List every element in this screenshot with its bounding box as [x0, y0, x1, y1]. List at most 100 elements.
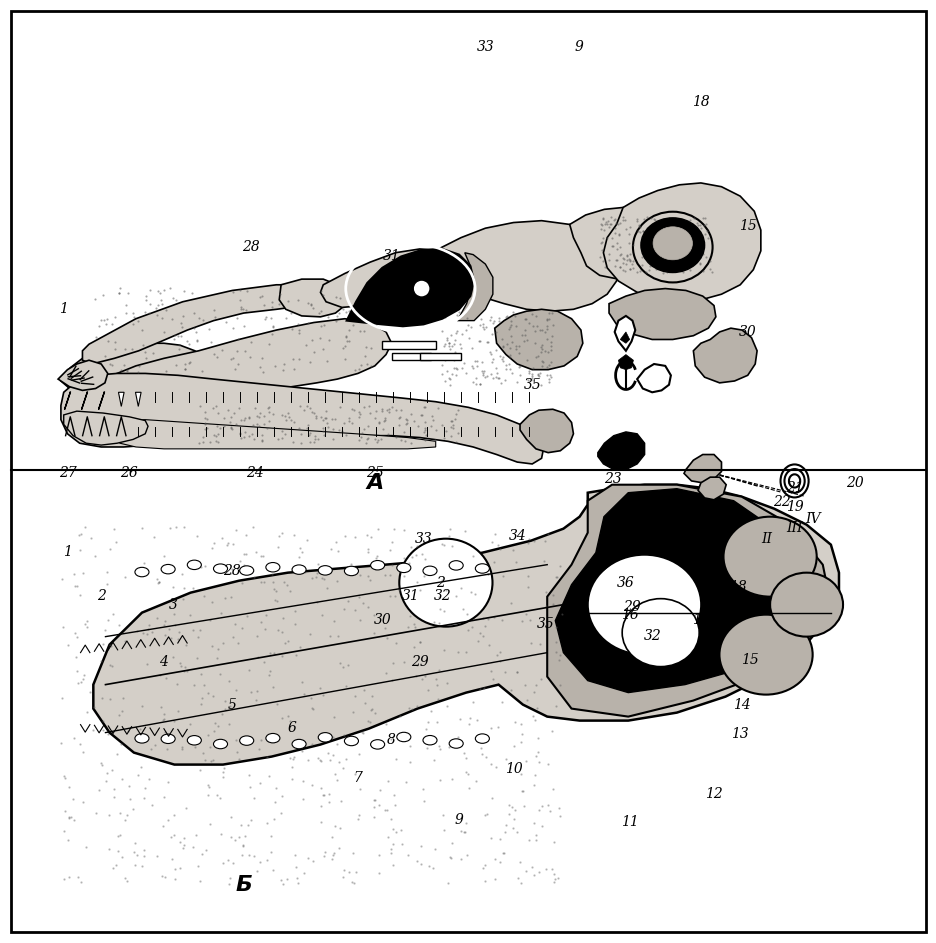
Point: [56, 823, 71, 838]
Point: [501, 806, 516, 821]
Point: [690, 218, 705, 233]
Point: [396, 569, 411, 584]
Point: [635, 257, 650, 273]
Point: [425, 735, 440, 750]
Point: [611, 259, 626, 274]
Point: [423, 703, 438, 719]
Point: [412, 635, 427, 650]
Point: [175, 309, 190, 324]
Point: [504, 800, 519, 815]
Text: 24: 24: [246, 467, 263, 480]
Point: [513, 767, 528, 782]
Point: [685, 232, 700, 247]
Point: [204, 595, 219, 610]
Point: [398, 417, 413, 432]
Point: [165, 579, 180, 594]
Polygon shape: [382, 341, 435, 349]
Point: [607, 253, 622, 268]
Point: [640, 233, 655, 248]
Point: [238, 829, 253, 844]
Point: [689, 216, 704, 231]
Point: [87, 549, 102, 564]
Point: [523, 636, 538, 651]
Point: [211, 641, 226, 656]
Point: [548, 570, 563, 585]
Point: [168, 520, 183, 535]
Point: [435, 309, 450, 324]
Point: [477, 750, 492, 765]
Point: [213, 605, 228, 620]
Point: [393, 822, 408, 837]
Point: [358, 348, 373, 363]
Point: [398, 411, 413, 426]
Point: [441, 739, 456, 754]
Point: [162, 281, 177, 296]
Point: [331, 422, 346, 438]
Point: [607, 258, 622, 273]
Point: [384, 399, 399, 414]
Point: [287, 604, 302, 619]
Point: [539, 344, 554, 359]
Point: [146, 529, 161, 544]
Ellipse shape: [723, 517, 816, 597]
Point: [242, 813, 257, 828]
Point: [508, 339, 523, 354]
Point: [159, 364, 174, 379]
Polygon shape: [94, 485, 838, 765]
Point: [238, 343, 253, 358]
Point: [312, 330, 327, 345]
Point: [241, 848, 256, 863]
Point: [458, 523, 473, 538]
Point: [660, 224, 675, 240]
Point: [417, 422, 432, 438]
Polygon shape: [693, 328, 756, 383]
Point: [326, 709, 341, 724]
Point: [531, 731, 546, 746]
Point: [400, 848, 415, 863]
Point: [441, 371, 456, 386]
Text: 34: 34: [508, 529, 525, 542]
Point: [130, 364, 145, 379]
Point: [54, 571, 69, 587]
Point: [453, 852, 468, 867]
Point: [227, 616, 242, 631]
Point: [531, 864, 546, 879]
Point: [458, 365, 473, 380]
Point: [347, 363, 362, 378]
Point: [698, 223, 713, 239]
Point: [693, 228, 708, 243]
Point: [309, 594, 324, 609]
Point: [417, 668, 432, 683]
Point: [461, 318, 475, 333]
Point: [488, 324, 503, 339]
Point: [474, 355, 489, 370]
Point: [534, 354, 548, 369]
Ellipse shape: [240, 736, 254, 745]
Point: [100, 726, 115, 741]
Point: [665, 227, 680, 242]
Point: [417, 400, 431, 415]
Ellipse shape: [640, 218, 704, 273]
Point: [372, 783, 387, 798]
Point: [611, 248, 626, 263]
Point: [196, 745, 211, 760]
Point: [302, 434, 317, 449]
Point: [504, 318, 519, 333]
Point: [462, 710, 477, 725]
Point: [141, 618, 156, 633]
Point: [96, 313, 111, 328]
Point: [267, 645, 282, 660]
Polygon shape: [82, 285, 323, 364]
Point: [200, 787, 215, 802]
Point: [502, 761, 517, 776]
Point: [330, 306, 345, 321]
Point: [534, 378, 548, 393]
Point: [154, 292, 168, 307]
Point: [215, 636, 230, 651]
Point: [67, 578, 82, 593]
Point: [120, 362, 135, 377]
Point: [325, 422, 340, 437]
Point: [519, 580, 534, 595]
Point: [117, 634, 132, 649]
Point: [196, 313, 211, 328]
